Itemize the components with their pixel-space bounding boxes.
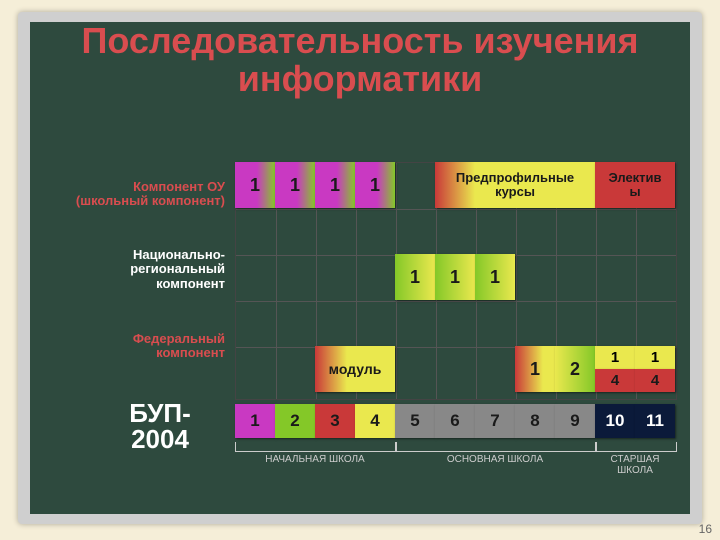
row1-one-2: 1 — [315, 162, 355, 208]
bracket-middle-label: ОСНОВНАЯ ШКОЛА — [395, 454, 595, 465]
grade-num-1: 1 — [235, 404, 275, 438]
page-number: 16 — [699, 522, 712, 536]
grade-num-6: 6 — [435, 404, 475, 438]
row1-one-1: 1 — [275, 162, 315, 208]
grade-num-11: 11 — [635, 404, 675, 438]
row2-one-2: 1 — [475, 254, 515, 300]
grade-num-7: 7 — [475, 404, 515, 438]
bracket-high-label: СТАРШАЯШКОЛА — [595, 454, 675, 476]
grade-number-row: 1234567891011 — [235, 404, 675, 438]
row3-g11-top: 1 — [635, 346, 675, 369]
row3-g10-bottom: 4 — [595, 369, 635, 392]
row3-g11-bottom: 4 — [635, 369, 675, 392]
bup-label: БУП-2004 — [100, 400, 220, 452]
slide-title: Последовательность изучения информатики — [30, 22, 690, 98]
row3-g10-top: 1 — [595, 346, 635, 369]
grade-num-9: 9 — [555, 404, 595, 438]
row3-module: модуль — [315, 346, 395, 392]
chalkboard: Последовательность изучения информатики … — [30, 22, 690, 514]
row3-g8: 1 — [515, 346, 555, 392]
grade-num-4: 4 — [355, 404, 395, 438]
grade-num-10: 10 — [595, 404, 635, 438]
bracket-high — [595, 442, 677, 452]
grade-num-2: 2 — [275, 404, 315, 438]
row2-one-0: 1 — [395, 254, 435, 300]
bracket-middle — [395, 442, 597, 452]
row1-one-3: 1 — [355, 162, 395, 208]
grade-num-3: 3 — [315, 404, 355, 438]
row3-g9: 2 — [555, 346, 595, 392]
row1-predprofile: Предпрофильныекурсы — [435, 162, 595, 208]
row3-label: Федеральныйкомпонент — [30, 332, 225, 361]
grade-num-8: 8 — [515, 404, 555, 438]
row2-one-1: 1 — [435, 254, 475, 300]
grid-row-separator — [236, 209, 676, 210]
grade-num-5: 5 — [395, 404, 435, 438]
grid-row-separator — [236, 301, 676, 302]
row1-one-0: 1 — [235, 162, 275, 208]
row1-elective: Элективы — [595, 162, 675, 208]
row2-label: Национально-региональныйкомпонент — [30, 248, 225, 291]
bracket-primary-label: НАЧАЛЬНАЯ ШКОЛА — [235, 454, 395, 465]
bracket-primary — [235, 442, 397, 452]
row1-label: Компонент ОУ(школьный компонент) — [30, 180, 225, 209]
